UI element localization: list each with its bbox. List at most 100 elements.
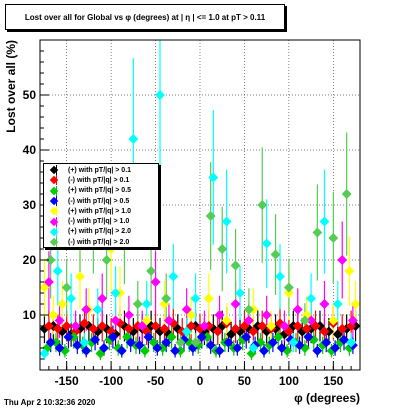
data-point (328, 315, 339, 326)
data-point (181, 304, 192, 315)
x-tick-label: 150 (323, 374, 343, 388)
data-point (259, 345, 269, 356)
x-tick-label: -150 (55, 374, 79, 388)
data-point (276, 343, 287, 353)
data-point (292, 304, 303, 315)
data-point (139, 345, 150, 356)
data-point (257, 200, 268, 210)
data-point (57, 299, 68, 309)
legend-label: (+) with pT/|q| > 1.0 (68, 207, 132, 215)
legend-label: (-) with pT/|q| > 0.1 (68, 176, 130, 184)
data-point (217, 244, 228, 254)
data-point (205, 340, 216, 351)
legend-entry: (+) with pT/|q| > 1.0 (46, 206, 156, 217)
data-point (190, 293, 201, 304)
data-point (196, 332, 207, 342)
data-point (341, 189, 352, 199)
data-point (221, 216, 232, 227)
y-tick-label: 20 (23, 253, 37, 267)
legend-entry: (-) with pT/|q| > 0.1 (46, 175, 156, 186)
data-point (306, 293, 317, 304)
legend-label: (-) with pT/|q| > 0.5 (68, 197, 130, 205)
data-point (299, 315, 310, 326)
legend-marker-icon (46, 165, 68, 176)
data-point (319, 299, 330, 309)
data-point (241, 332, 252, 342)
data-point (101, 255, 112, 265)
data-point (283, 326, 294, 337)
data-point (346, 337, 357, 348)
data-point (312, 227, 323, 238)
data-point (243, 315, 254, 326)
data-point (301, 323, 312, 334)
data-point (303, 332, 314, 342)
data-point (328, 233, 339, 243)
timestamp: Thu Apr 2 10:32:36 2020 (4, 398, 96, 407)
data-point (214, 345, 225, 356)
data-point (202, 332, 213, 342)
data-point (230, 260, 241, 271)
data-point (186, 321, 197, 331)
data-point (168, 271, 179, 282)
legend-label: (+) with pT/|q| > 0.1 (68, 166, 132, 174)
data-point (344, 266, 355, 276)
legend-label: (-) with pT/|q| > 2.0 (68, 238, 130, 246)
data-point (332, 329, 343, 340)
data-point (319, 326, 330, 337)
data-point (330, 343, 341, 353)
legend-marker-icon (46, 206, 68, 217)
y-tick-label: 10 (23, 308, 37, 322)
data-markers (39, 90, 361, 359)
data-point (283, 288, 294, 298)
legend-label: (+) with pT/|q| > 2.0 (68, 228, 132, 236)
legend-marker-icon (46, 175, 68, 186)
data-point (137, 321, 148, 331)
x-tick-label: 0 (197, 374, 204, 388)
data-point (175, 337, 186, 348)
x-tick-label: 100 (279, 374, 299, 388)
data-point (52, 266, 63, 276)
data-point (166, 332, 177, 342)
data-point (261, 238, 272, 249)
data-point (66, 293, 77, 304)
data-point (230, 299, 241, 309)
data-point (132, 299, 143, 309)
data-point (159, 323, 170, 334)
data-point (257, 321, 268, 331)
data-point (235, 288, 245, 298)
data-point (203, 293, 214, 304)
data-point (347, 315, 358, 326)
data-point (292, 321, 303, 331)
data-point (273, 332, 284, 342)
data-point (141, 299, 152, 309)
legend-entry: (-) with pT/|q| > 0.5 (46, 196, 156, 207)
legend: (+) with pT/|q| > 0.1 (-) with pT/|q| > 0… (43, 163, 159, 248)
data-point (128, 134, 139, 144)
data-point (239, 321, 250, 331)
data-point (319, 216, 330, 227)
data-point (306, 315, 317, 326)
x-tick-label: 50 (238, 374, 252, 388)
data-point (350, 299, 361, 309)
data-point (337, 255, 348, 265)
legend-label: (-) with pT/|q| > 1.0 (68, 218, 130, 226)
data-point (243, 304, 254, 315)
data-point (186, 310, 197, 320)
data-point (230, 323, 241, 334)
data-point (190, 337, 201, 348)
legend-label: (+) with pT/|q| > 0.5 (68, 187, 132, 195)
data-point (163, 315, 174, 326)
data-point (226, 329, 237, 340)
data-point (332, 299, 343, 309)
data-point (143, 332, 154, 342)
data-point (150, 321, 161, 331)
legend-marker-icon (46, 196, 68, 207)
y-axis-label: Lost over all (%) (4, 40, 18, 133)
data-point (283, 282, 294, 293)
legend-entry: (+) with pT/|q| > 2.0 (46, 226, 156, 237)
data-point (161, 337, 172, 348)
data-point (92, 304, 103, 315)
data-point (141, 315, 152, 326)
data-point (232, 343, 243, 353)
data-point (270, 249, 281, 260)
